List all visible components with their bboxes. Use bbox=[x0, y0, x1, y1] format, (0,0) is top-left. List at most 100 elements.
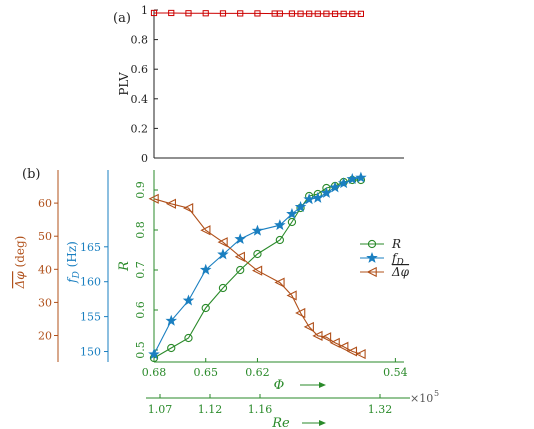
point-phi bbox=[286, 290, 297, 301]
legend-marker bbox=[366, 251, 378, 263]
point-fD bbox=[303, 193, 315, 205]
point-phi bbox=[183, 202, 194, 214]
panel-a-point bbox=[254, 10, 261, 17]
panel-a-point bbox=[276, 10, 283, 17]
panel-a-point bbox=[340, 10, 347, 17]
point-phi bbox=[320, 332, 332, 343]
re-tick-label: 1.16 bbox=[248, 403, 273, 416]
point-fD bbox=[346, 173, 359, 184]
point-R bbox=[253, 249, 262, 259]
point-R bbox=[201, 303, 210, 313]
point-R bbox=[275, 235, 285, 245]
r-axis-tick-label: 0.8 bbox=[134, 221, 147, 239]
panel-a-point bbox=[185, 10, 192, 17]
point-fD bbox=[337, 177, 350, 189]
series-line-phi bbox=[153, 198, 362, 355]
panel-a-ytick-label: 1 bbox=[141, 4, 148, 17]
panel-a-point bbox=[202, 10, 209, 17]
point-R bbox=[236, 265, 245, 275]
point-fD bbox=[294, 200, 307, 212]
panel-a-ytick-label: 0.6 bbox=[131, 63, 149, 76]
r-axis-tick-label: 0.9 bbox=[134, 181, 147, 199]
phi-x-tick-label: 0.62 bbox=[245, 366, 270, 379]
point-phi bbox=[165, 198, 176, 209]
fd-axis-tick-label: 155 bbox=[80, 311, 101, 324]
point-fD bbox=[286, 207, 298, 219]
re-tick-label: 1.07 bbox=[148, 403, 173, 416]
legend-label: Δφ bbox=[391, 265, 410, 279]
point-phi bbox=[303, 321, 314, 333]
panel-a-ylabel: PLV bbox=[117, 72, 131, 96]
point-fD bbox=[355, 171, 367, 183]
phi-axis-tick-label: 30 bbox=[38, 296, 52, 309]
fd-axis-tick-label: 165 bbox=[80, 241, 101, 254]
phi-x-tick-label: 0.68 bbox=[142, 366, 167, 379]
panel-a-point bbox=[288, 10, 296, 17]
point-phi bbox=[148, 193, 159, 204]
panel-a-point bbox=[331, 10, 339, 17]
fd-axis-tick-label: 160 bbox=[80, 276, 101, 289]
point-fD bbox=[274, 219, 286, 231]
point-R bbox=[287, 217, 297, 227]
re-tick-label: 1.12 bbox=[198, 403, 223, 416]
phi-x-tick-label: 0.54 bbox=[383, 366, 408, 379]
point-fD bbox=[312, 191, 324, 203]
point-phi bbox=[234, 251, 245, 262]
point-phi bbox=[252, 265, 263, 276]
legend-marker bbox=[367, 239, 377, 249]
point-phi bbox=[346, 346, 358, 357]
phi-x-label: Φ bbox=[274, 378, 285, 393]
point-fD bbox=[329, 181, 341, 193]
point-fD bbox=[320, 186, 333, 198]
point-phi bbox=[329, 337, 340, 348]
panel-b-label: (b) bbox=[22, 167, 40, 182]
panel-a-point bbox=[323, 10, 330, 17]
point-fD bbox=[148, 348, 160, 360]
panel-a-point bbox=[219, 10, 227, 17]
panel-a-point bbox=[357, 10, 364, 17]
point-fD bbox=[165, 314, 177, 326]
r-axis-tick-label: 0.6 bbox=[134, 301, 147, 319]
phi-axis-tick-label: 40 bbox=[38, 263, 52, 276]
panel-a-point bbox=[314, 10, 321, 17]
r-axis-tick-label: 0.5 bbox=[134, 341, 147, 359]
legend-label: R bbox=[391, 237, 401, 251]
r-axis-tick-label: 0.7 bbox=[134, 261, 147, 279]
re-exponent: 5 bbox=[434, 389, 439, 398]
panel-a-point bbox=[237, 10, 244, 17]
point-R bbox=[167, 343, 176, 353]
phi-x-tick-label: 0.65 bbox=[193, 366, 218, 379]
point-phi bbox=[295, 307, 306, 319]
point-phi bbox=[312, 330, 323, 341]
phi-axis-tick-label: 50 bbox=[38, 230, 52, 243]
legend-marker bbox=[366, 266, 377, 278]
point-fD bbox=[217, 248, 229, 260]
phi-axis-label: Δφ (deg) bbox=[13, 236, 27, 290]
panel-a-ytick-label: 0 bbox=[141, 152, 148, 165]
panel-a-ytick-label: 0.4 bbox=[131, 93, 149, 106]
panel-a-point bbox=[168, 9, 175, 17]
point-phi bbox=[200, 225, 211, 236]
point-fD bbox=[199, 263, 212, 275]
point-phi bbox=[217, 237, 228, 248]
panel-a-series-line bbox=[154, 12, 361, 15]
re-label: Re bbox=[271, 416, 290, 429]
panel-a-point bbox=[349, 10, 356, 17]
panel-a-point bbox=[150, 9, 158, 17]
panel-a-label: (a) bbox=[113, 11, 131, 26]
re-multiplier: ×10 bbox=[410, 392, 433, 405]
point-phi bbox=[355, 348, 366, 360]
series-line-fD bbox=[153, 177, 361, 355]
phi-axis-tick-label: 60 bbox=[38, 197, 52, 210]
point-fD bbox=[182, 294, 195, 306]
panel-a-ytick-label: 0.2 bbox=[131, 122, 149, 135]
phi-x-arrow-head bbox=[319, 382, 326, 388]
r-axis-label: R bbox=[117, 261, 132, 272]
re-tick-label: 1.32 bbox=[368, 403, 393, 416]
panel-a-ytick-label: 0.8 bbox=[131, 34, 149, 47]
legend-label: fD bbox=[391, 251, 404, 268]
point-R bbox=[218, 283, 228, 293]
panel-a-point bbox=[306, 10, 313, 17]
fd-axis-tick-label: 150 bbox=[80, 346, 101, 359]
